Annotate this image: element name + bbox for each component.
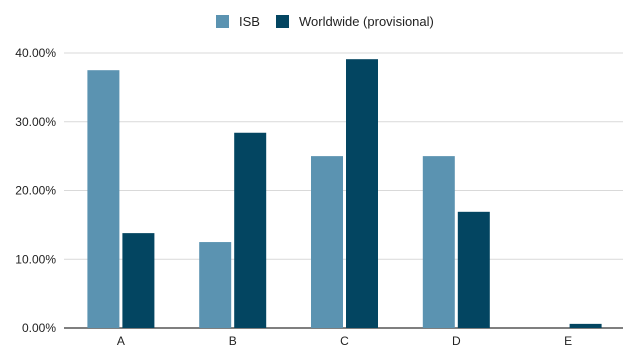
bar-worldwide-a (122, 233, 155, 328)
y-tick-label: 0.00% (22, 321, 56, 335)
legend: ISB Worldwide (provisional) (216, 14, 434, 29)
bar-worldwide-b (234, 132, 267, 328)
y-tick-label: 20.00% (15, 184, 56, 198)
x-axis-ticks: A B C D E (117, 334, 572, 348)
legend-label: Worldwide (provisional) (299, 14, 434, 29)
bar-isb-c (311, 156, 343, 328)
x-tick-label: B (229, 334, 237, 347)
legend-label: ISB (239, 14, 260, 29)
bar-isb-d (422, 156, 455, 328)
y-tick-label: 10.00% (15, 252, 56, 266)
bar-isb-a (87, 70, 120, 328)
y-axis-ticks: 0.00% 10.00% 20.00% 30.00% 40.00% (15, 46, 56, 335)
bar-worldwide-e (569, 323, 602, 328)
x-tick-label: E (564, 334, 572, 347)
bar-worldwide-c (346, 59, 378, 328)
gridlines (64, 52, 623, 329)
bar-isb-b (199, 242, 232, 328)
x-tick-label: A (117, 334, 125, 347)
x-tick-label: D (452, 334, 461, 347)
y-tick-label: 40.00% (15, 46, 56, 60)
legend-swatch (216, 15, 229, 28)
legend-swatch (276, 15, 289, 28)
x-tick-label: C (340, 334, 349, 347)
bar-worldwide-d (457, 211, 490, 328)
bars (87, 59, 602, 328)
y-tick-label: 30.00% (15, 115, 56, 129)
